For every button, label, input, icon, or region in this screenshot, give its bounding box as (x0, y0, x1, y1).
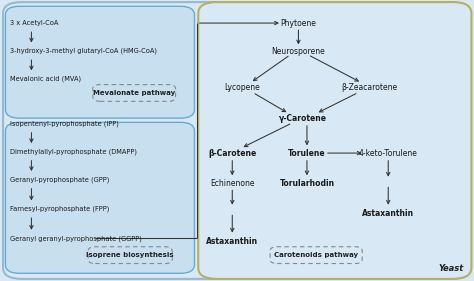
Text: Geranyl geranyl-pyrophosphate (GGPP): Geranyl geranyl-pyrophosphate (GGPP) (10, 235, 142, 242)
Text: γ-Carotene: γ-Carotene (279, 114, 327, 123)
Text: Astaxanthin: Astaxanthin (362, 209, 414, 218)
Text: Phytoene: Phytoene (281, 19, 316, 28)
FancyBboxPatch shape (198, 2, 472, 279)
FancyBboxPatch shape (93, 85, 175, 101)
Text: Isopentenyl-pyrophosphate (IPP): Isopentenyl-pyrophosphate (IPP) (10, 121, 119, 127)
Text: Torularhodin: Torularhodin (279, 178, 335, 187)
Text: Astaxanthin: Astaxanthin (206, 237, 258, 246)
Text: Mevalonate pathway: Mevalonate pathway (93, 90, 175, 96)
Text: 3 x Acetyl-CoA: 3 x Acetyl-CoA (10, 20, 58, 26)
Text: β-Zeacarotene: β-Zeacarotene (341, 83, 397, 92)
FancyBboxPatch shape (5, 6, 194, 118)
Text: Carotenoids pathway: Carotenoids pathway (274, 252, 358, 258)
Text: β-Carotene: β-Carotene (208, 149, 256, 158)
Text: Farnesyl-pyrophosphate (FPP): Farnesyl-pyrophosphate (FPP) (10, 206, 109, 212)
Text: Echinenone: Echinenone (210, 178, 255, 187)
FancyBboxPatch shape (88, 247, 172, 264)
FancyBboxPatch shape (270, 247, 362, 264)
Text: Mevalonic acid (MVA): Mevalonic acid (MVA) (10, 76, 81, 82)
FancyBboxPatch shape (5, 122, 194, 273)
Text: Geranyl-pyrophosphate (GPP): Geranyl-pyrophosphate (GPP) (10, 176, 109, 183)
Text: Torulene: Torulene (288, 149, 326, 158)
Text: 3-hydroxy-3-methyl glutaryl-CoA (HMG-CoA): 3-hydroxy-3-methyl glutaryl-CoA (HMG-CoA… (10, 48, 157, 54)
Text: Isoprene biosynthesis: Isoprene biosynthesis (86, 252, 174, 258)
Text: Lycopene: Lycopene (224, 83, 260, 92)
Text: 4-keto-Torulene: 4-keto-Torulene (359, 149, 418, 158)
Text: Yeast: Yeast (438, 264, 464, 273)
FancyBboxPatch shape (3, 2, 470, 279)
Text: Neurosporene: Neurosporene (272, 47, 325, 56)
Text: Dimethylallyl-pyrophosphate (DMAPP): Dimethylallyl-pyrophosphate (DMAPP) (10, 148, 137, 155)
